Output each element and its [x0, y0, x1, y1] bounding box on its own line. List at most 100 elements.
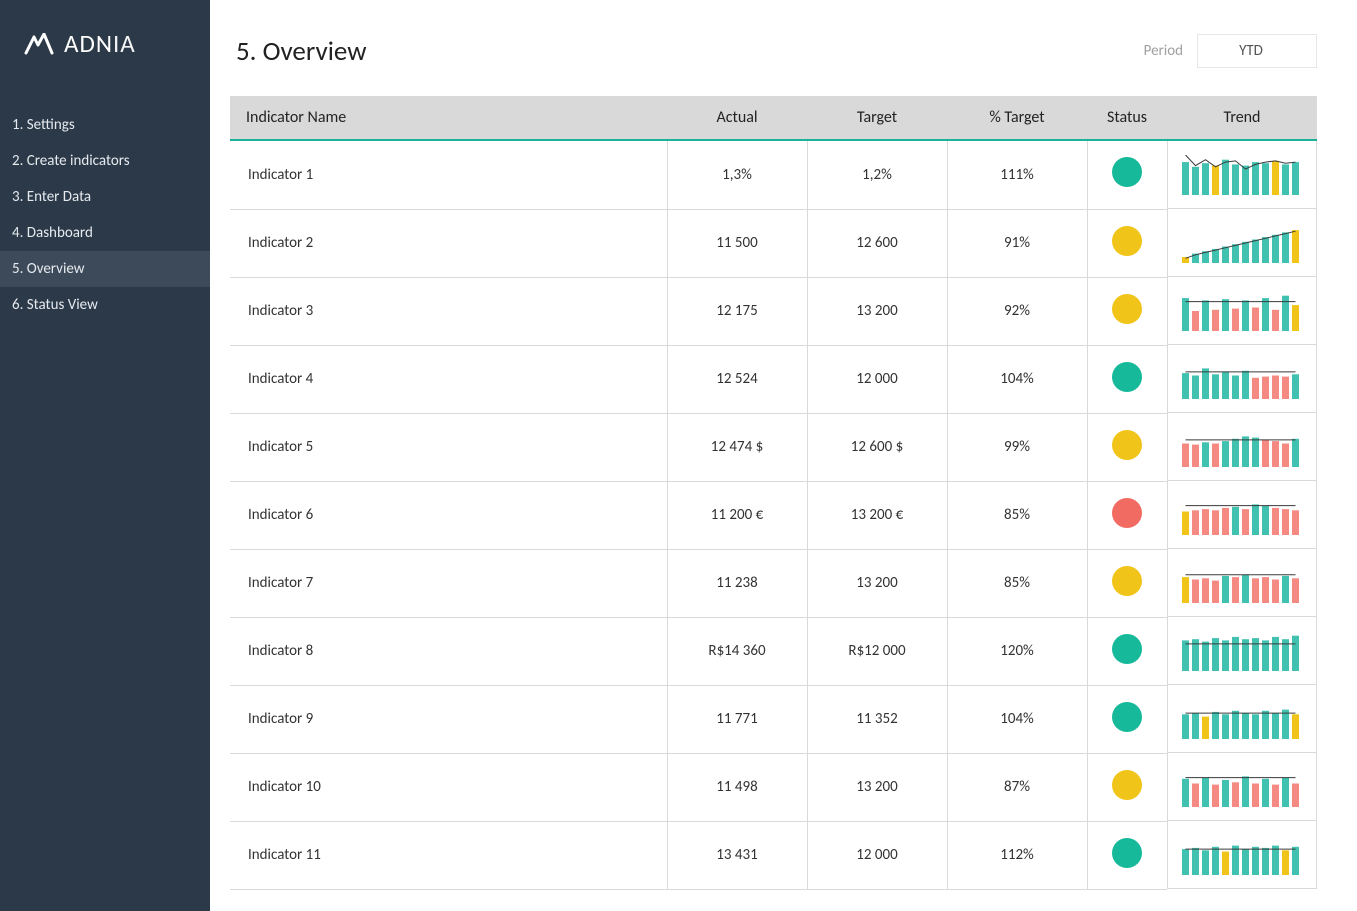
cell-name: Indicator 11	[230, 821, 667, 889]
nav-item[interactable]: 2. Create indicators	[0, 143, 210, 179]
cell-trend	[1167, 549, 1317, 617]
table-row: Indicator 911 77111 352104%	[230, 685, 1317, 753]
cell-pct: 85%	[947, 549, 1087, 617]
nav-item[interactable]: 4. Dashboard	[0, 215, 210, 251]
status-dot-icon	[1112, 702, 1142, 732]
page-header: 5. Overview Period YTD	[230, 34, 1317, 68]
cell-actual: 1,3%	[667, 140, 807, 209]
status-dot-icon	[1112, 294, 1142, 324]
logo-text: ADNIA	[64, 28, 136, 59]
cell-trend	[1167, 753, 1317, 821]
cell-status	[1087, 140, 1167, 209]
cell-trend	[1167, 481, 1317, 549]
col-header-pct: % Target	[947, 96, 1087, 140]
cell-name: Indicator 8	[230, 617, 667, 685]
col-header-trend: Trend	[1167, 96, 1317, 140]
cell-target: 13 200	[807, 549, 947, 617]
cell-pct: 92%	[947, 277, 1087, 345]
logo-mark-icon	[24, 33, 54, 55]
cell-name: Indicator 9	[230, 685, 667, 753]
col-header-target: Target	[807, 96, 947, 140]
table-row: Indicator 11,3%1,2%111%	[230, 140, 1317, 209]
status-dot-icon	[1112, 226, 1142, 256]
cell-pct: 112%	[947, 821, 1087, 889]
period-label: Period	[1144, 42, 1183, 60]
table-row: Indicator 1011 49813 20087%	[230, 753, 1317, 821]
cell-trend	[1167, 345, 1317, 413]
cell-target: 13 200	[807, 753, 947, 821]
cell-actual: 12 524	[667, 345, 807, 413]
table-row: Indicator 412 52412 000104%	[230, 345, 1317, 413]
cell-target: 12 600 $	[807, 413, 947, 481]
cell-trend	[1167, 413, 1317, 481]
cell-trend	[1167, 617, 1317, 685]
cell-actual: R$14 360	[667, 617, 807, 685]
table-row: Indicator 711 23813 20085%	[230, 549, 1317, 617]
nav-item[interactable]: 6. Status View	[0, 287, 210, 323]
cell-pct: 87%	[947, 753, 1087, 821]
cell-trend	[1167, 277, 1317, 345]
cell-target: R$12 000	[807, 617, 947, 685]
cell-status	[1087, 413, 1167, 481]
cell-status	[1087, 277, 1167, 345]
cell-actual: 11 200 €	[667, 481, 807, 549]
table-row: Indicator 611 200 €13 200 €85%	[230, 481, 1317, 549]
cell-status	[1087, 617, 1167, 685]
cell-status	[1087, 753, 1167, 821]
cell-status	[1087, 481, 1167, 549]
nav-item[interactable]: 3. Enter Data	[0, 179, 210, 215]
cell-target: 13 200	[807, 277, 947, 345]
main-content: 5. Overview Period YTD Indicator Name Ac…	[210, 0, 1357, 911]
table-header-row: Indicator Name Actual Target % Target St…	[230, 96, 1317, 140]
cell-pct: 104%	[947, 345, 1087, 413]
cell-target: 12 000	[807, 345, 947, 413]
cell-pct: 104%	[947, 685, 1087, 753]
cell-trend	[1167, 209, 1317, 277]
cell-name: Indicator 6	[230, 481, 667, 549]
cell-pct: 120%	[947, 617, 1087, 685]
status-dot-icon	[1112, 838, 1142, 868]
brand-logo: ADNIA	[0, 28, 210, 107]
col-header-status: Status	[1087, 96, 1167, 140]
cell-actual: 11 500	[667, 209, 807, 277]
cell-name: Indicator 5	[230, 413, 667, 481]
status-dot-icon	[1112, 634, 1142, 664]
status-dot-icon	[1112, 770, 1142, 800]
cell-status	[1087, 549, 1167, 617]
cell-trend	[1167, 821, 1317, 889]
cell-actual: 11 771	[667, 685, 807, 753]
status-dot-icon	[1112, 362, 1142, 392]
page-title: 5. Overview	[236, 35, 367, 68]
nav-item[interactable]: 5. Overview	[0, 251, 210, 287]
table-row: Indicator 512 474 $12 600 $99%	[230, 413, 1317, 481]
status-dot-icon	[1112, 157, 1142, 187]
cell-name: Indicator 1	[230, 140, 667, 209]
col-header-actual: Actual	[667, 96, 807, 140]
nav-item[interactable]: 1. Settings	[0, 107, 210, 143]
sidebar: ADNIA 1. Settings2. Create indicators3. …	[0, 0, 210, 911]
period-dropdown[interactable]: YTD	[1197, 34, 1317, 68]
nav-list: 1. Settings2. Create indicators3. Enter …	[0, 107, 210, 323]
cell-actual: 13 431	[667, 821, 807, 889]
cell-pct: 85%	[947, 481, 1087, 549]
cell-trend	[1167, 685, 1317, 753]
cell-name: Indicator 7	[230, 549, 667, 617]
cell-name: Indicator 4	[230, 345, 667, 413]
cell-actual: 12 175	[667, 277, 807, 345]
col-header-name: Indicator Name	[230, 96, 667, 140]
cell-name: Indicator 10	[230, 753, 667, 821]
status-dot-icon	[1112, 498, 1142, 528]
cell-pct: 99%	[947, 413, 1087, 481]
cell-target: 11 352	[807, 685, 947, 753]
status-dot-icon	[1112, 566, 1142, 596]
cell-status	[1087, 345, 1167, 413]
cell-actual: 12 474 $	[667, 413, 807, 481]
cell-pct: 91%	[947, 209, 1087, 277]
table-row: Indicator 312 17513 20092%	[230, 277, 1317, 345]
table-row: Indicator 1113 43112 000112%	[230, 821, 1317, 889]
cell-status	[1087, 821, 1167, 889]
table-row: Indicator 8R$14 360R$12 000120%	[230, 617, 1317, 685]
cell-status	[1087, 209, 1167, 277]
cell-target: 13 200 €	[807, 481, 947, 549]
cell-target: 1,2%	[807, 140, 947, 209]
